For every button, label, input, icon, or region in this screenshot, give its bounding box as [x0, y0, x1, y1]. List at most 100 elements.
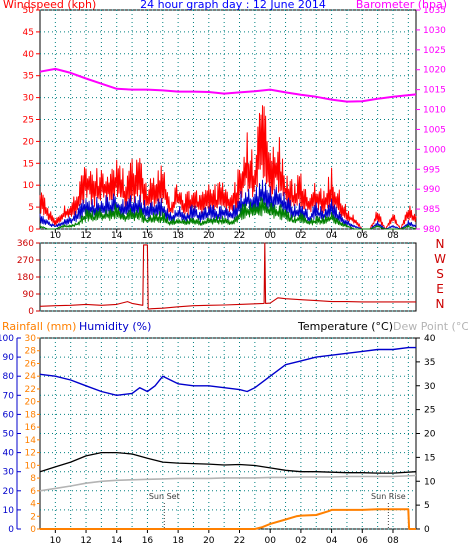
wind-direction-tick-label: 0: [28, 307, 34, 317]
barometer-axis-label: Barometer (hpa): [356, 0, 447, 11]
windspeed-tick-label: 15: [23, 159, 34, 169]
x-tick-label: 22: [234, 231, 245, 241]
humidity-tick-label: 20: [3, 487, 15, 497]
temperature-axis-label: Temperature (°C): [297, 320, 393, 333]
windspeed-tick-label: 45: [23, 28, 34, 38]
temperature-tick-label: 5: [424, 501, 430, 511]
series-wind-avg: [39, 179, 417, 230]
windspeed-tick-label: 10: [23, 181, 35, 191]
windspeed-tick-label: 35: [23, 72, 34, 82]
x-tick-label: 22: [234, 536, 245, 546]
barometer-tick-label: 990: [423, 185, 440, 195]
x-tick-label: 02: [295, 231, 306, 241]
rainfall-tick-label: 20: [25, 398, 37, 408]
compass-label: N: [436, 237, 445, 251]
series-barometer: [39, 67, 417, 103]
series-temperature: [39, 451, 417, 474]
humidity-tick-label: 90: [3, 353, 15, 363]
x-tick-label: 06: [357, 536, 369, 546]
humidity-tick-label: 0: [8, 525, 14, 535]
humidity-tick-labels: 0 10 20 30 40 50 60 70 80 90 100: [0, 334, 21, 535]
temperature-tick-labels: 0 5 10 15 20 25 30 35 40: [416, 334, 436, 535]
rainfall-tick-label: 6: [30, 487, 36, 497]
compass-label: W: [434, 252, 446, 266]
temperature-tick-label: 0: [424, 525, 430, 535]
compass-label: S: [436, 267, 444, 281]
x-tick-label: 18: [172, 536, 184, 546]
x-tick-label: 08: [387, 231, 399, 241]
windspeed-tick-label: 40: [23, 50, 35, 60]
x-tick-label: 14: [111, 231, 123, 241]
rainfall-tick-label: 18: [25, 410, 37, 420]
rainfall-tick-label: 8: [30, 474, 36, 484]
wind-direction-tick-labels: 0 90 180 270 360: [17, 239, 40, 317]
compass-label: N: [436, 297, 445, 311]
wind-direction-tick-label: 180: [17, 273, 34, 283]
rainfall-tick-label: 2: [30, 512, 36, 522]
rainfall-tick-label: 26: [25, 359, 37, 369]
panel-wind-baro-x-tick-labels: 10 12 14 16 18 20 22 00 02 04 06 08: [50, 229, 399, 241]
rainfall-tick-label: 12: [25, 449, 36, 459]
x-tick-label: 06: [357, 231, 369, 241]
series-wind-low: [39, 196, 417, 230]
temperature-tick-label: 15: [424, 453, 435, 463]
rainfall-tick-label: 30: [25, 334, 37, 344]
chart-title: 24 hour graph day : 12 June 2014: [140, 0, 326, 11]
rainfall-tick-label: 24: [25, 372, 37, 382]
rainfall-axis-label: Rainfall (mm): [2, 320, 76, 333]
x-tick-label: 04: [326, 536, 338, 546]
x-tick-label: 00: [264, 536, 276, 546]
rainfall-tick-label: 16: [25, 423, 37, 433]
temperature-tick-label: 35: [424, 358, 435, 368]
humidity-tick-label: 100: [0, 334, 14, 344]
temperature-tick-label: 25: [424, 406, 435, 416]
barometer-tick-label: 1005: [423, 125, 446, 135]
panel-wind-baro-series: [39, 67, 417, 230]
rainfall-tick-label: 4: [30, 500, 36, 510]
windspeed-tick-label: 0: [28, 225, 34, 235]
x-tick-label: 10: [50, 231, 62, 241]
x-tick-label: 10: [50, 536, 62, 546]
x-tick-label: 12: [80, 536, 91, 546]
x-tick-label: 16: [142, 231, 154, 241]
windspeed-tick-labels: 0 5 10 15 20 25 30 35 40 45 50: [23, 6, 40, 235]
humidity-tick-label: 70: [3, 391, 15, 401]
x-tick-label: 02: [295, 536, 306, 546]
windspeed-tick-label: 20: [23, 137, 35, 147]
series-gust: [39, 105, 417, 230]
wind-direction-tick-label: 270: [17, 256, 34, 266]
humidity-tick-label: 50: [3, 430, 15, 440]
windspeed-tick-label: 25: [23, 116, 34, 126]
windspeed-tick-label: 50: [23, 6, 35, 16]
wind-direction-tick-label: 90: [23, 290, 35, 300]
rainfall-tick-label: 0: [30, 525, 36, 535]
x-tick-label: 18: [172, 231, 184, 241]
series-dew-point: [39, 474, 417, 492]
sun-annotation-label: Sun Set: [149, 492, 180, 501]
barometer-tick-label: 1025: [423, 46, 446, 56]
x-tick-label: 00: [264, 231, 276, 241]
series-wind-direction: [39, 242, 416, 310]
barometer-tick-label: 1010: [423, 106, 446, 116]
humidity-tick-label: 40: [3, 449, 15, 459]
barometer-tick-label: 1015: [423, 86, 446, 96]
barometer-tick-label: 1000: [423, 145, 446, 155]
rainfall-tick-label: 14: [25, 436, 37, 446]
sun-annotation-label: Sun Rise: [371, 492, 406, 501]
windspeed-tick-label: 30: [23, 94, 35, 104]
barometer-tick-label: 1020: [423, 66, 446, 76]
rainfall-tick-label: 22: [25, 385, 36, 395]
series-humidity: [39, 346, 416, 396]
panel-wind-direction-grid: [40, 242, 416, 312]
panel-temp-hum-rain-x-tick-labels: 10 12 14 16 18 20 22 00 02 04 06 08: [50, 529, 399, 546]
temperature-tick-label: 40: [424, 334, 436, 344]
barometer-tick-label: 995: [423, 165, 440, 175]
humidity-axis-label: Humidity (%): [79, 320, 151, 333]
x-tick-label: 08: [387, 536, 399, 546]
x-tick-label: 20: [203, 536, 215, 546]
windspeed-tick-label: 5: [28, 203, 34, 213]
barometer-tick-label: 1035: [423, 6, 446, 16]
